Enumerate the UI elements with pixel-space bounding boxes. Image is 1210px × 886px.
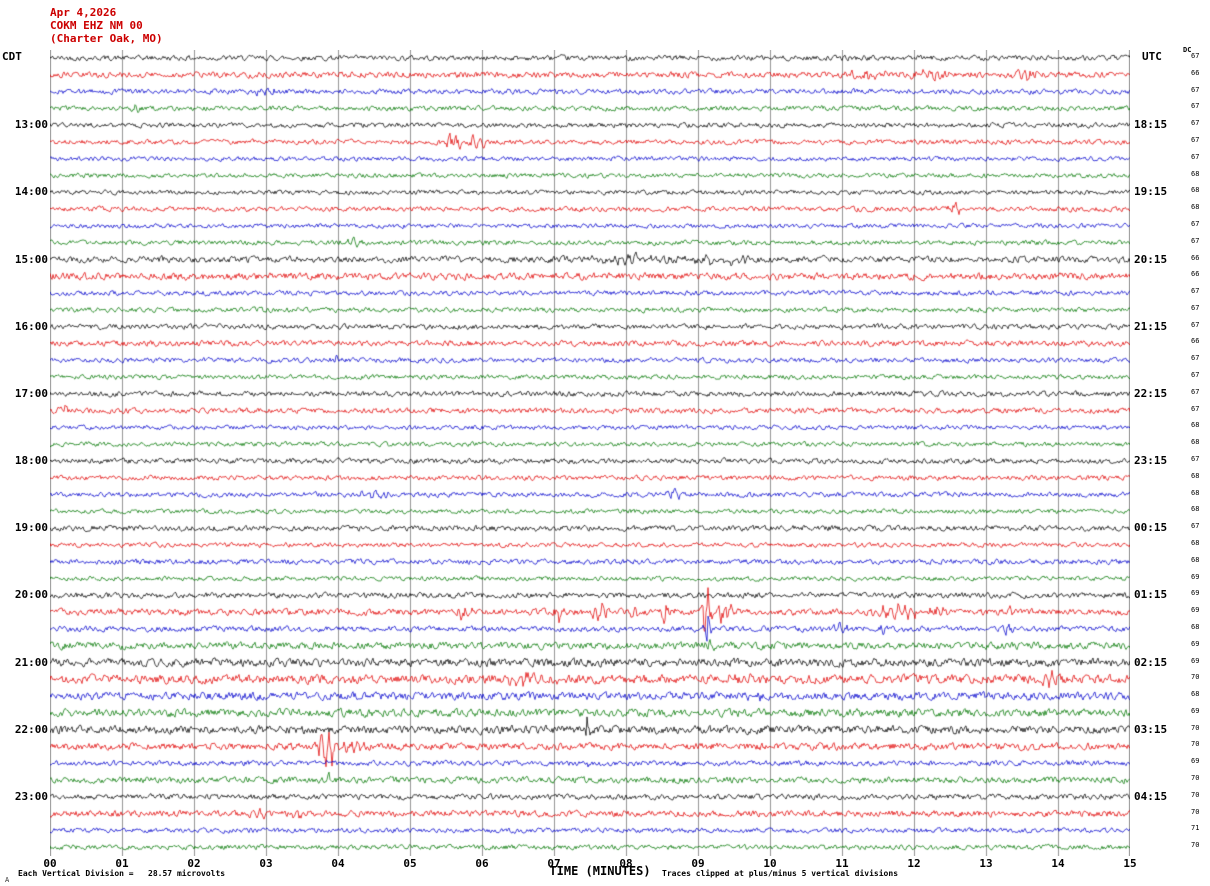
- seismogram-plot-area: [50, 50, 1130, 856]
- left-time-label: 15:00: [14, 252, 48, 266]
- dc-value: 68: [1191, 690, 1200, 699]
- x-tick-label: 05: [403, 857, 417, 870]
- x-tick-label: 11: [835, 857, 849, 870]
- x-tick-label: 14: [1051, 857, 1065, 870]
- right-time-label: 21:15: [1134, 319, 1168, 333]
- x-tick-label: 07: [547, 857, 561, 870]
- left-time-label: 20:00: [14, 588, 48, 602]
- x-tick-label: 10: [763, 857, 777, 870]
- right-time-label: 22:15: [1134, 386, 1168, 400]
- dc-value: 66: [1191, 337, 1200, 346]
- x-tick-label: 00: [43, 857, 57, 870]
- dc-value: 68: [1191, 203, 1200, 212]
- dc-value: 67: [1191, 152, 1200, 161]
- header-date: Apr 4,2026: [50, 6, 117, 19]
- dc-value: 71: [1191, 824, 1200, 833]
- dc-value: 68: [1191, 186, 1200, 195]
- dc-value: 67: [1191, 320, 1200, 329]
- header-station-code: COKM EHZ NM 00: [50, 19, 143, 32]
- x-tick-label: 01: [115, 857, 129, 870]
- dc-value: 67: [1191, 303, 1200, 312]
- dc-value: 66: [1191, 68, 1200, 77]
- dc-value: 66: [1191, 270, 1200, 279]
- dc-value: 70: [1191, 673, 1200, 682]
- dc-value: 67: [1191, 404, 1200, 413]
- dc-value: 68: [1191, 622, 1200, 631]
- x-tick-label: 04: [331, 857, 345, 870]
- dc-column-label: DC: [1183, 46, 1192, 54]
- dc-value: 69: [1191, 656, 1200, 665]
- left-time-label: 21:00: [14, 655, 48, 669]
- dc-value: 67: [1191, 522, 1200, 531]
- left-time-label: 23:00: [14, 789, 48, 803]
- dc-value: 69: [1191, 572, 1200, 581]
- x-tick-label: 09: [691, 857, 705, 870]
- dc-value: 68: [1191, 169, 1200, 178]
- left-time-label: 18:00: [14, 454, 48, 467]
- dc-value: 70: [1191, 740, 1200, 749]
- left-time-label: 19:00: [14, 521, 48, 535]
- dc-value: 68: [1191, 505, 1200, 514]
- left-time-label: 14:00: [14, 185, 48, 199]
- dc-value: 68: [1191, 438, 1200, 447]
- dc-value: 70: [1191, 790, 1200, 799]
- seismogram-canvas: [50, 50, 1130, 856]
- dc-value: 69: [1191, 757, 1200, 766]
- dc-value: 66: [1191, 253, 1200, 262]
- x-tick-label: 02: [187, 857, 201, 870]
- header-station-location: (Charter Oak, MO): [50, 32, 163, 45]
- dc-value: 70: [1191, 723, 1200, 732]
- right-time-label: 19:15: [1134, 185, 1168, 199]
- right-time-label: 00:15: [1134, 521, 1168, 535]
- right-time-label: 02:15: [1134, 655, 1168, 669]
- right-time-label: 23:15: [1134, 454, 1168, 467]
- dc-value: 70: [1191, 841, 1200, 850]
- dc-value: 69: [1191, 589, 1200, 598]
- dc-value: 69: [1191, 639, 1200, 648]
- x-tick-label: 08: [619, 857, 633, 870]
- dc-value: 69: [1191, 606, 1200, 615]
- x-axis-title: TIME (MINUTES): [549, 864, 651, 878]
- dc-value: 68: [1191, 421, 1200, 430]
- dc-value: 70: [1191, 774, 1200, 783]
- dc-value: 68: [1191, 471, 1200, 480]
- left-time-label: 22:00: [14, 722, 48, 736]
- dc-value: 67: [1191, 371, 1200, 380]
- right-time-label: 04:15: [1134, 789, 1168, 803]
- right-time-label: 01:15: [1134, 588, 1168, 602]
- dc-value: 67: [1191, 354, 1200, 363]
- right-timezone-label: UTC: [1142, 50, 1162, 63]
- dc-value: 68: [1191, 488, 1200, 497]
- dc-value: 67: [1191, 135, 1200, 144]
- left-timezone-label: CDT: [2, 50, 22, 63]
- dc-value: 67: [1191, 236, 1200, 245]
- corner-watermark: A: [5, 876, 10, 884]
- dc-value: 68: [1191, 538, 1200, 547]
- right-time-label: 20:15: [1134, 252, 1168, 266]
- x-tick-label: 13: [979, 857, 993, 870]
- dc-value: 67: [1191, 387, 1200, 396]
- dc-value: 67: [1191, 287, 1200, 296]
- dc-value: 67: [1191, 219, 1200, 228]
- x-tick-label: 12: [907, 857, 921, 870]
- dc-value: 68: [1191, 555, 1200, 564]
- dc-value: 69: [1191, 706, 1200, 715]
- dc-value: 70: [1191, 807, 1200, 816]
- dc-value: 67: [1191, 119, 1200, 128]
- x-tick-label: 06: [475, 857, 489, 870]
- clipping-note: Traces clipped at plus/minus 5 vertical …: [662, 869, 899, 878]
- left-time-label: 13:00: [14, 118, 48, 132]
- right-time-label: 03:15: [1134, 722, 1168, 736]
- left-time-label: 17:00: [14, 386, 48, 400]
- vertical-scale-note: Each Vertical Division = 28.57 microvolt…: [18, 869, 226, 878]
- x-tick-label: 03: [259, 857, 273, 870]
- x-tick-label: 15: [1123, 857, 1137, 870]
- left-time-label: 16:00: [14, 319, 48, 333]
- dc-value: 67: [1191, 85, 1200, 94]
- right-time-label: 18:15: [1134, 118, 1168, 132]
- dc-value: 67: [1191, 102, 1200, 111]
- dc-value: 67: [1191, 52, 1200, 60]
- dc-value: 67: [1191, 455, 1200, 463]
